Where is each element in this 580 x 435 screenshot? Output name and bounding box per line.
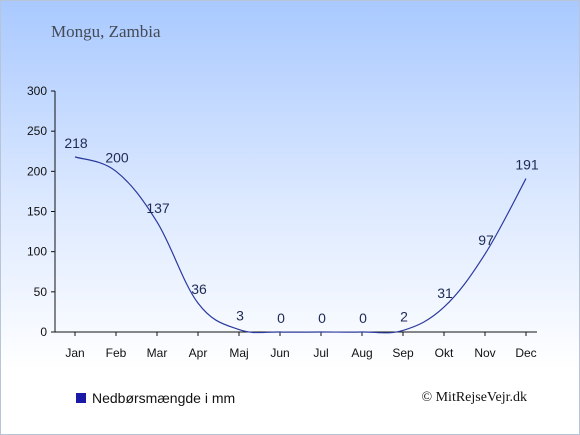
chart-title: Mongu, Zambia bbox=[51, 22, 161, 41]
data-label: 218 bbox=[64, 135, 88, 151]
data-label: 31 bbox=[437, 285, 453, 301]
x-tick-label: Apr bbox=[189, 346, 208, 360]
x-tick-label: Maj bbox=[229, 346, 248, 360]
axes bbox=[54, 91, 537, 333]
data-label: 200 bbox=[105, 149, 129, 165]
x-tick-label: Jun bbox=[270, 346, 289, 360]
x-tick-label: Dec bbox=[515, 346, 536, 360]
y-tick-label: 200 bbox=[27, 164, 47, 178]
y-tick-label: 250 bbox=[27, 124, 47, 138]
data-label: 137 bbox=[146, 200, 170, 216]
legend: Nedbørsmængde i mm bbox=[76, 390, 235, 406]
data-label: 0 bbox=[359, 310, 367, 326]
legend-label: Nedbørsmængde i mm bbox=[92, 390, 236, 406]
x-tick-label: Okt bbox=[435, 346, 454, 360]
x-tick-label: Sep bbox=[392, 346, 414, 360]
credit: © MitRejseVejr.dk bbox=[421, 390, 527, 405]
data-label: 2 bbox=[400, 308, 408, 324]
y-tick-label: 100 bbox=[27, 245, 47, 259]
data-label: 191 bbox=[515, 157, 539, 173]
legend-swatch bbox=[76, 393, 86, 403]
x-tick-label: Feb bbox=[106, 346, 127, 360]
data-labels: 218 200 137 36 3 0 0 0 2 31 97 191 bbox=[64, 135, 539, 326]
y-tick-label: 50 bbox=[34, 285, 48, 299]
data-label: 0 bbox=[318, 310, 326, 326]
x-tick-label: Nov bbox=[474, 346, 495, 360]
data-label: 0 bbox=[277, 310, 285, 326]
x-tick-label: Jan bbox=[65, 346, 84, 360]
rainfall-line bbox=[74, 156, 527, 334]
data-label: 3 bbox=[236, 308, 244, 324]
y-tick-label: 300 bbox=[27, 84, 47, 98]
data-label: 36 bbox=[191, 281, 207, 297]
y-tick-label: 150 bbox=[27, 205, 47, 219]
x-tick-label: Jul bbox=[313, 346, 328, 360]
x-ticks: Jan Feb Mar Apr Maj Jun Jul Aug Sep Okt Nov Dec bbox=[65, 332, 537, 360]
y-ticks: 0 50 100 150 200 250 300 bbox=[27, 84, 55, 339]
x-tick-label: Aug bbox=[351, 346, 372, 360]
x-tick-label: Mar bbox=[147, 346, 168, 360]
y-tick-label: 0 bbox=[40, 325, 47, 339]
data-label: 97 bbox=[478, 232, 494, 248]
